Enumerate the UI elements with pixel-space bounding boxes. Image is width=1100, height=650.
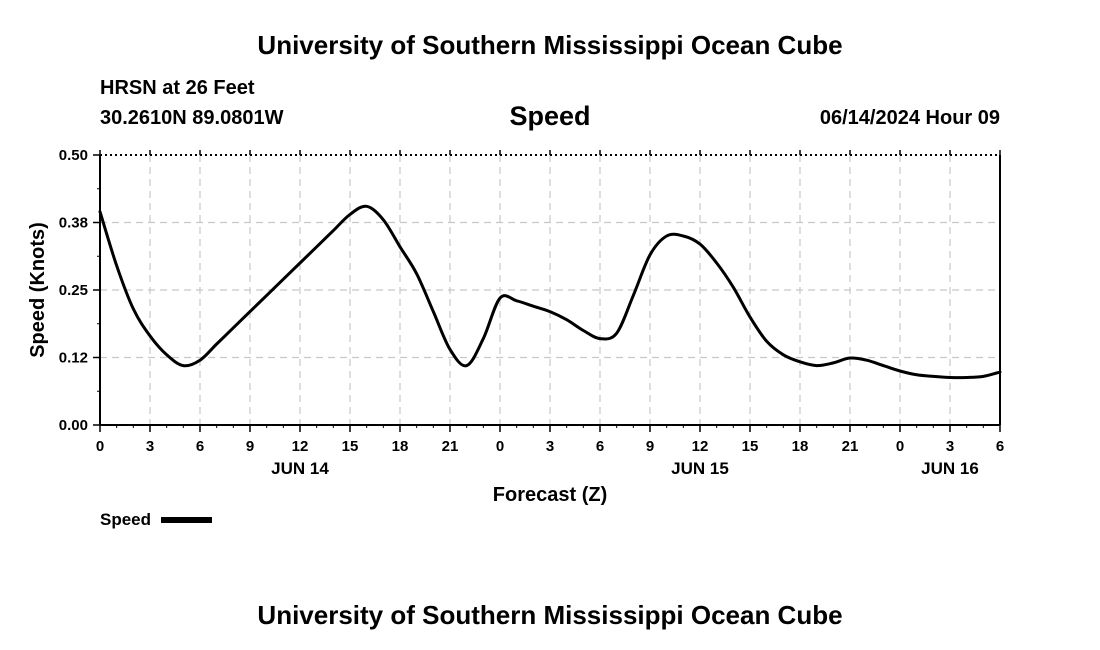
grid-layer: [100, 155, 1000, 425]
x-tick-label: 3: [946, 438, 954, 455]
x-tick-label: 12: [292, 438, 309, 455]
date-label: JUN 15: [671, 459, 729, 478]
x-axis-label: Forecast (Z): [493, 484, 607, 506]
x-tick-label: 21: [842, 438, 859, 455]
y-tick-label: 0.00: [59, 417, 88, 434]
station-label: HRSN at 26 Feet: [100, 77, 255, 99]
footer-title: University of Southern Mississippi Ocean…: [257, 600, 843, 630]
legend-label: Speed: [100, 510, 151, 529]
y-tick-label: 0.25: [59, 282, 88, 299]
x-tick-label: 21: [442, 438, 459, 455]
x-tick-label: 18: [392, 438, 409, 455]
x-tick-label: 3: [546, 438, 554, 455]
x-tick-label: 9: [246, 438, 254, 455]
y-tick-label: 0.50: [59, 147, 88, 164]
x-tick-label: 9: [646, 438, 654, 455]
y-tick-label: 0.12: [59, 350, 88, 367]
date-label: JUN 14: [271, 459, 329, 478]
x-tick-label: 6: [996, 438, 1004, 455]
x-tick-label: 6: [596, 438, 604, 455]
x-tick-label: 6: [196, 438, 204, 455]
datetime-label: 06/14/2024 Hour 09: [819, 107, 1000, 129]
x-tick-label: 0: [896, 438, 904, 455]
y-tick-label: 0.38: [59, 215, 88, 232]
x-tick-label: 12: [692, 438, 709, 455]
axes-layer: [93, 150, 1001, 432]
chart-title: Speed: [509, 101, 591, 131]
legend: Speed: [100, 510, 212, 529]
series-layer: [98, 204, 1002, 380]
date-label: JUN 16: [921, 459, 979, 478]
x-tick-label: 15: [742, 438, 759, 455]
labels-layer: 0 3 6 9 12 15 18 21 0 3 6 9 12 15 18 21 0 3 6 0.00 0.12 0.25 0…: [59, 147, 1004, 478]
legend-swatch: [161, 517, 212, 523]
x-tick-label: 0: [496, 438, 504, 455]
x-tick-label: 18: [792, 438, 809, 455]
x-tick-label: 0: [96, 438, 104, 455]
coordinates-label: 30.2610N 89.0801W: [100, 107, 284, 129]
y-axis-label: Speed (Knots): [27, 222, 49, 358]
x-tick-label: 3: [146, 438, 154, 455]
page-title: University of Southern Mississippi Ocean…: [257, 30, 843, 60]
speed-series-line: [98, 204, 1002, 380]
x-tick-label: 15: [342, 438, 359, 455]
